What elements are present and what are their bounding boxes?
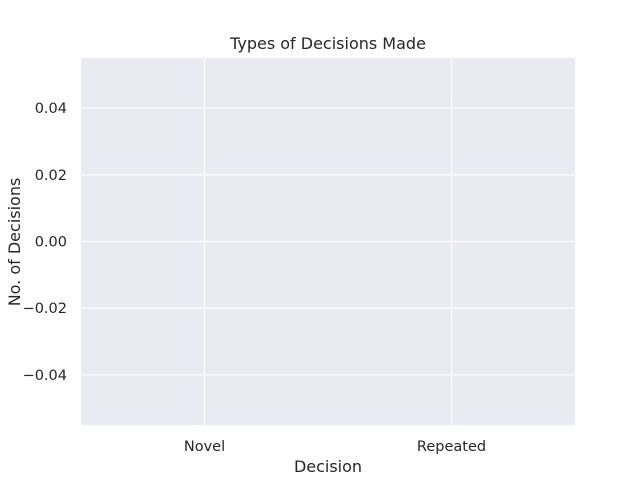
grid-lines: [81, 58, 575, 425]
y-tick-labels: −0.04 −0.02 0.00 0.02 0.04: [23, 101, 67, 384]
chart-title: Types of Decisions Made: [229, 34, 426, 53]
x-tick-labels: Novel Repeated: [184, 439, 486, 455]
x-tick-label: Repeated: [417, 439, 486, 455]
y-axis-label: No. of Decisions: [5, 178, 24, 307]
y-tick-label: 0.00: [35, 235, 67, 251]
y-tick-label: 0.02: [35, 168, 67, 184]
y-tick-label: −0.04: [23, 368, 67, 384]
x-axis-label: Decision: [294, 457, 362, 476]
x-tick-label: Novel: [184, 439, 225, 455]
y-tick-label: 0.04: [35, 101, 67, 117]
y-tick-label: −0.02: [23, 301, 67, 317]
